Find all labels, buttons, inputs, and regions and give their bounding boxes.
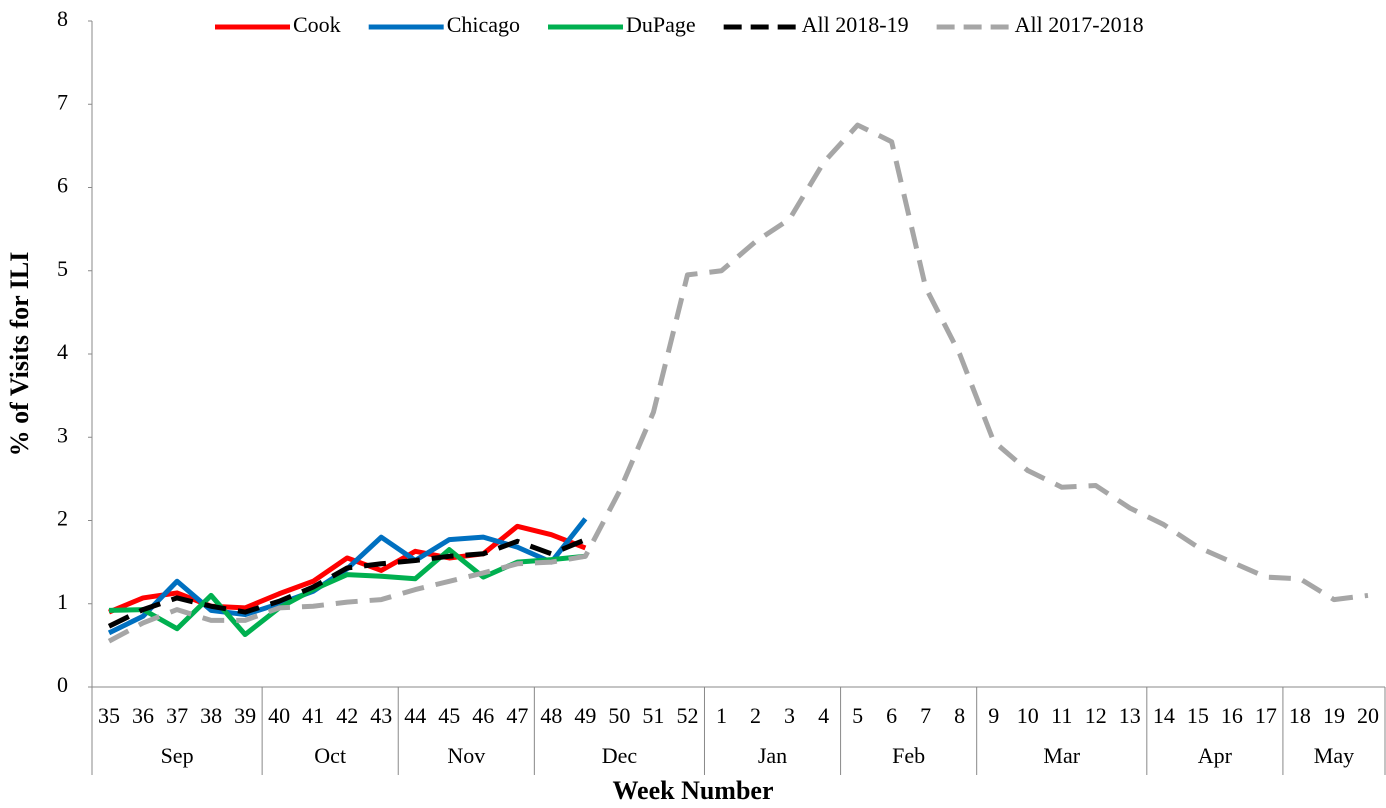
x-group-label: Apr: [1198, 743, 1233, 768]
x-tick-label: 5: [852, 703, 863, 728]
x-tick-label: 10: [1017, 703, 1039, 728]
x-group-label: Sep: [161, 743, 194, 768]
x-tick-label: 7: [920, 703, 931, 728]
x-tick-label: 11: [1051, 703, 1072, 728]
x-group-label: Oct: [314, 743, 346, 768]
y-axis-title: % of Visits for ILI: [5, 252, 34, 457]
x-tick-label: 46: [472, 703, 494, 728]
x-tick-label: 40: [268, 703, 290, 728]
legend-label: Cook: [293, 12, 341, 37]
x-tick-label: 8: [954, 703, 965, 728]
x-tick-label: 18: [1289, 703, 1311, 728]
x-tick-label: 16: [1221, 703, 1243, 728]
x-tick-label: 42: [336, 703, 358, 728]
x-group-label: Nov: [447, 743, 485, 768]
x-tick-label: 50: [608, 703, 630, 728]
x-tick-label: 6: [886, 703, 897, 728]
legend-label: All 2017-2018: [1015, 12, 1144, 37]
x-axis-title: Week Number: [612, 776, 773, 805]
series-line: [107, 122, 1369, 644]
x-group-label: May: [1314, 743, 1354, 768]
x-group-label: Feb: [892, 743, 925, 768]
x-tick-label: 36: [132, 703, 154, 728]
legend-label: Chicago: [447, 12, 520, 37]
x-tick-label: 45: [438, 703, 460, 728]
x-tick-label: 44: [404, 703, 426, 728]
x-tick-label: 43: [370, 703, 392, 728]
x-tick-label: 17: [1255, 703, 1277, 728]
x-tick-label: 1: [716, 703, 727, 728]
x-tick-label: 52: [676, 703, 698, 728]
x-tick-label: 51: [642, 703, 664, 728]
x-tick-label: 41: [302, 703, 324, 728]
y-tick-label: 1: [57, 589, 68, 614]
y-tick-label: 3: [57, 422, 68, 447]
x-tick-label: 14: [1153, 703, 1175, 728]
y-tick-label: 4: [57, 339, 68, 364]
x-tick-label: 4: [818, 703, 829, 728]
x-tick-label: 12: [1085, 703, 1107, 728]
x-tick-label: 13: [1119, 703, 1141, 728]
x-tick-label: 37: [166, 703, 188, 728]
y-tick-label: 8: [57, 6, 68, 31]
x-tick-label: 19: [1323, 703, 1345, 728]
x-tick-label: 15: [1187, 703, 1209, 728]
x-tick-label: 49: [574, 703, 596, 728]
x-tick-label: 3: [784, 703, 795, 728]
x-tick-label: 47: [506, 703, 528, 728]
y-tick-label: 6: [57, 173, 68, 198]
x-tick-label: 20: [1357, 703, 1379, 728]
x-group-label: Mar: [1043, 743, 1080, 768]
x-tick-label: 35: [98, 703, 120, 728]
x-tick-label: 48: [540, 703, 562, 728]
series-line: [108, 523, 587, 615]
x-group-label: Dec: [602, 743, 638, 768]
x-group-label: Jan: [758, 743, 787, 768]
legend-label: DuPage: [626, 12, 696, 37]
series-line: [107, 537, 587, 629]
x-tick-label: 38: [200, 703, 222, 728]
x-tick-label: 9: [988, 703, 999, 728]
x-tick-label: 2: [750, 703, 761, 728]
y-tick-label: 2: [57, 506, 68, 531]
y-tick-label: 7: [57, 89, 68, 114]
y-tick-label: 5: [57, 256, 68, 281]
legend-label: All 2018-19: [802, 12, 909, 37]
x-tick-label: 39: [234, 703, 256, 728]
y-tick-label: 0: [57, 672, 68, 697]
